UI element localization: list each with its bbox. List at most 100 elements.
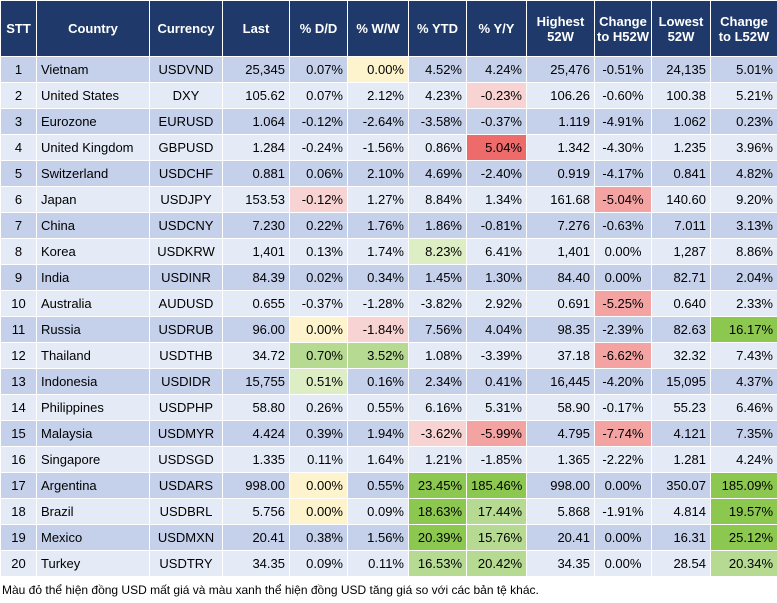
table-cell: Malaysia (37, 421, 150, 447)
table-cell: 161.68 (527, 187, 595, 213)
table-cell: 19.57% (711, 499, 777, 525)
table-cell: 106.26 (527, 83, 595, 109)
table-cell: 0.919 (527, 161, 595, 187)
column-header: Highest 52W (527, 1, 595, 57)
column-header: STT (1, 1, 37, 57)
column-header: % W/W (348, 1, 409, 57)
table-cell: -1.85% (467, 447, 527, 473)
table-cell: AUDUSD (150, 291, 223, 317)
table-cell: 1.064 (223, 109, 290, 135)
table-cell: 4.82% (711, 161, 777, 187)
table-cell: 0.02% (290, 265, 348, 291)
table-cell: USDJPY (150, 187, 223, 213)
table-cell: 0.00% (595, 473, 652, 499)
table-cell: 15 (1, 421, 37, 447)
table-cell: USDPHP (150, 395, 223, 421)
table-cell: -2.22% (595, 447, 652, 473)
table-cell: 6 (1, 187, 37, 213)
table-cell: 0.55% (348, 473, 409, 499)
table-cell: 1.64% (348, 447, 409, 473)
table-cell: 0.70% (290, 343, 348, 369)
table-cell: 0.00% (595, 551, 652, 577)
table-cell: 13 (1, 369, 37, 395)
table-cell: 1.342 (527, 135, 595, 161)
table-cell: 1.86% (409, 213, 467, 239)
table-cell: Singapore (37, 447, 150, 473)
table-cell: Australia (37, 291, 150, 317)
table-cell: 2 (1, 83, 37, 109)
table-cell: 16,445 (527, 369, 595, 395)
table-cell: USDBRL (150, 499, 223, 525)
table-cell: 1.365 (527, 447, 595, 473)
table-cell: -7.74% (595, 421, 652, 447)
table-cell: 185.46% (467, 473, 527, 499)
table-cell: 0.640 (652, 291, 711, 317)
table-cell: 1.76% (348, 213, 409, 239)
table-cell: -0.60% (595, 83, 652, 109)
table-cell: 0.38% (290, 525, 348, 551)
table-cell: 84.40 (527, 265, 595, 291)
table-cell: 8.84% (409, 187, 467, 213)
table-cell: USDIDR (150, 369, 223, 395)
table-cell: 998.00 (527, 473, 595, 499)
table-cell: USDMXN (150, 525, 223, 551)
table-cell: USDTRY (150, 551, 223, 577)
table-cell: -3.82% (409, 291, 467, 317)
table-cell: 1.30% (467, 265, 527, 291)
table-cell: 4.37% (711, 369, 777, 395)
table-cell: 3 (1, 109, 37, 135)
table-cell: 4.52% (409, 57, 467, 83)
table-cell: 20.39% (409, 525, 467, 551)
table-cell: 6.16% (409, 395, 467, 421)
table-cell: USDMYR (150, 421, 223, 447)
table-cell: Korea (37, 239, 150, 265)
table-cell: 24,135 (652, 57, 711, 83)
table-cell: 3.96% (711, 135, 777, 161)
table-cell: 5.868 (527, 499, 595, 525)
table-cell: 153.53 (223, 187, 290, 213)
table-cell: USDINR (150, 265, 223, 291)
table-cell: 15,755 (223, 369, 290, 395)
table-cell: 0.06% (290, 161, 348, 187)
table-cell: 7.56% (409, 317, 467, 343)
table-cell: 8.86% (711, 239, 777, 265)
table-cell: 15.76% (467, 525, 527, 551)
table-cell: 0.07% (290, 57, 348, 83)
table-cell: 0.07% (290, 83, 348, 109)
table-cell: 11 (1, 317, 37, 343)
table-cell: -0.24% (290, 135, 348, 161)
table-cell: 1.062 (652, 109, 711, 135)
column-header: Last (223, 1, 290, 57)
table-cell: 25.12% (711, 525, 777, 551)
table-cell: 0.691 (527, 291, 595, 317)
table-cell: 84.39 (223, 265, 290, 291)
table-cell: 8 (1, 239, 37, 265)
table-cell: -6.62% (595, 343, 652, 369)
table-cell: 32.32 (652, 343, 711, 369)
table-cell: DXY (150, 83, 223, 109)
table-cell: 1.34% (467, 187, 527, 213)
table-cell: 7.011 (652, 213, 711, 239)
column-header: Country (37, 1, 150, 57)
table-cell: -2.40% (467, 161, 527, 187)
column-header: Currency (150, 1, 223, 57)
table-cell: 185.09% (711, 473, 777, 499)
table-cell: USDSGD (150, 447, 223, 473)
table-cell: GBPUSD (150, 135, 223, 161)
table-cell: 34.35 (223, 551, 290, 577)
table-cell: Switzerland (37, 161, 150, 187)
table-cell: USDCNY (150, 213, 223, 239)
table-cell: 100.38 (652, 83, 711, 109)
table-cell: 34.35 (527, 551, 595, 577)
table-cell: 9 (1, 265, 37, 291)
